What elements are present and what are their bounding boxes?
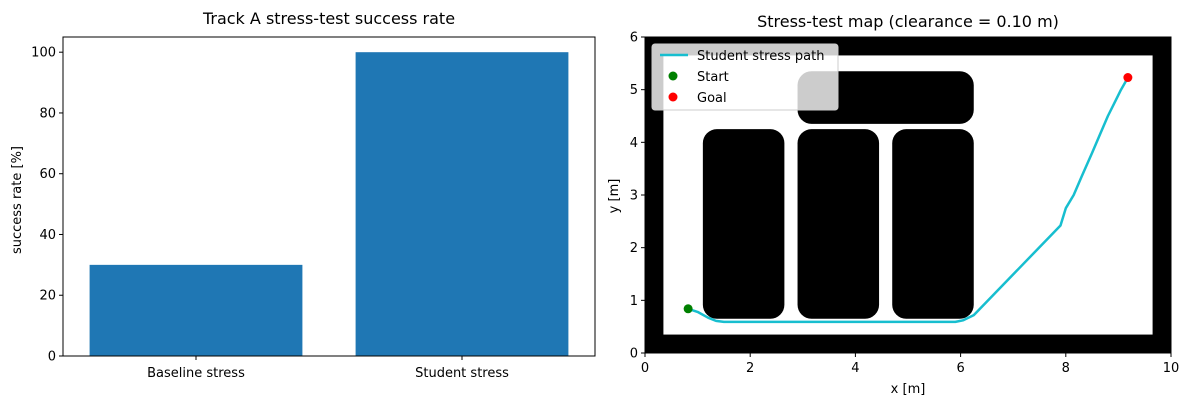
map-obstacle-3: [892, 129, 974, 319]
start-point: [683, 304, 693, 314]
map-obstacle-2: [797, 129, 880, 319]
legend-path-label: Student stress path: [697, 49, 824, 64]
map-ytick-label: 3: [630, 189, 638, 204]
bar-ytick-label: 0: [48, 350, 56, 365]
map-xtick-label: 10: [1163, 361, 1180, 376]
bar-ytick-label: 60: [39, 167, 56, 182]
bar-xtick-label: Student stress: [415, 366, 509, 381]
map-ytick-label: 1: [630, 294, 638, 309]
legend-start-label: Start: [697, 70, 729, 85]
map-ytick-label: 0: [630, 347, 638, 362]
success-rate-bar-chart: Track A stress-test success rate success…: [10, 9, 596, 381]
legend-goal-label: Goal: [697, 91, 727, 106]
map-xtick-label: 2: [746, 361, 754, 376]
map-ytick-label: 6: [630, 31, 638, 46]
map-xtick-label: 4: [851, 361, 859, 376]
map-xtick-label: 6: [956, 361, 964, 376]
map-obstacle-4: [797, 71, 974, 124]
bar-chart-ylabel: success rate [%]: [10, 146, 25, 254]
map-xtick-label: 0: [641, 361, 649, 376]
bar-chart-title: Track A stress-test success rate: [202, 9, 455, 28]
student-stress-path-line: [687, 76, 1129, 324]
goal-point: [1123, 73, 1133, 83]
map-legend: Student stress path Start Goal: [651, 43, 839, 111]
legend-box: [651, 43, 839, 111]
bar-xtick-label: Baseline stress: [147, 366, 245, 381]
map-chart-ylabel: y [m]: [607, 179, 622, 214]
bar-ytick-label: 80: [39, 106, 56, 121]
bar-ytick-label: 100: [31, 46, 56, 61]
map-ytick-label: 2: [630, 241, 638, 256]
bar-student-stress: [355, 52, 569, 356]
bar-baseline-stress: [89, 264, 303, 356]
legend-goal-marker: [668, 92, 678, 102]
map-chart-title: Stress-test map (clearance = 0.10 m): [757, 12, 1059, 31]
map-chart-xlabel: x [m]: [891, 382, 926, 397]
map-obstacle-1: [702, 129, 785, 319]
map-xtick-label: 8: [1062, 361, 1070, 376]
bar-chart-frame: [62, 36, 596, 357]
legend-start-marker: [668, 71, 678, 81]
map-ytick-label: 5: [630, 83, 638, 98]
map-ytick-label: 4: [630, 136, 638, 151]
stress-test-map-chart: Stress-test map (clearance = 0.10 m) x […: [607, 12, 1179, 397]
bar-ytick-label: 20: [39, 289, 56, 304]
bar-ytick-label: 40: [39, 228, 56, 243]
